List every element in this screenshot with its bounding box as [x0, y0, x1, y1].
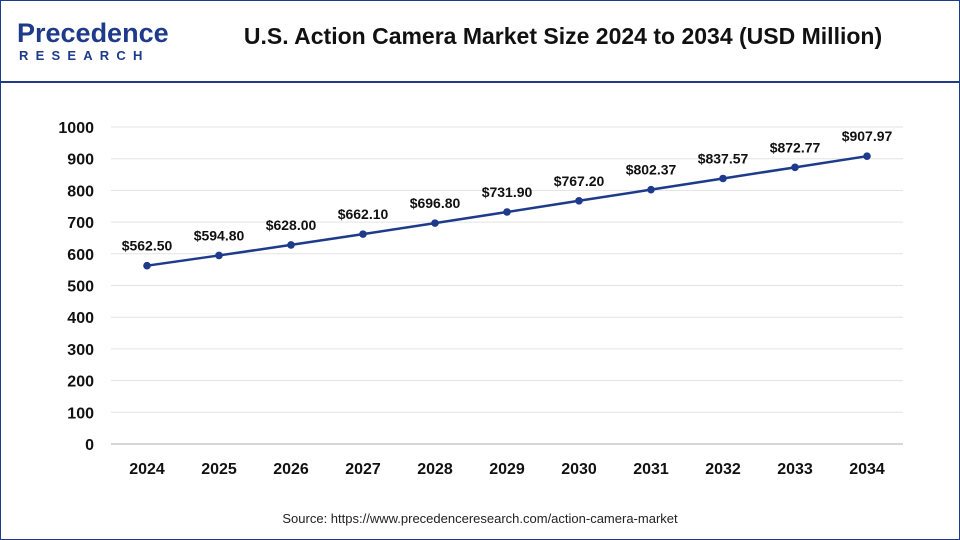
precedence-research-logo: Precedence RESEARCH	[15, 15, 185, 65]
data-point	[287, 241, 295, 249]
data-label: $628.00	[266, 217, 317, 233]
y-tick-label: 300	[67, 342, 94, 359]
data-label: $767.20	[554, 173, 605, 189]
y-tick-label: 500	[67, 279, 94, 296]
data-label: $594.80	[194, 227, 245, 243]
logo-text-line-1: Precedence	[17, 18, 169, 48]
x-tick-label: 2027	[345, 461, 381, 478]
x-tick-label: 2026	[273, 461, 309, 478]
x-tick-label: 2030	[561, 461, 597, 478]
data-label: $731.90	[482, 184, 533, 200]
source-note: Source: https://www.precedenceresearch.c…	[282, 511, 678, 526]
x-axis-tick-labels: 2024 2025 2026 2027 2028 2029 2030 2031 2032 2033…	[129, 461, 885, 478]
y-tick-label: 100	[67, 405, 94, 422]
y-tick-label: 600	[67, 247, 94, 264]
logo-graphic: Precedence RESEARCH	[17, 18, 169, 63]
data-points	[143, 152, 871, 270]
logo-text-line-2: RESEARCH	[19, 48, 150, 63]
data-point	[647, 185, 655, 194]
data-point	[863, 152, 871, 160]
y-tick-label: 0	[85, 437, 94, 454]
data-label: $872.77	[770, 139, 821, 155]
x-tick-label: 2031	[633, 461, 669, 478]
x-tick-label: 2033	[777, 461, 813, 478]
data-point	[503, 208, 511, 216]
data-point	[431, 219, 439, 227]
y-tick-label: 700	[67, 215, 94, 232]
x-tick-label: 2034	[849, 461, 885, 478]
y-axis-tick-labels: 0 100 200 300 400 500 600 700 800 900 1000	[58, 120, 94, 454]
grid-lines	[111, 126, 903, 413]
y-tick-label: 400	[67, 310, 94, 327]
data-labels: $562.50 $594.80 $628.00 $662.10 $696.80 $731.…	[122, 128, 893, 254]
data-label: $662.10	[338, 206, 389, 222]
data-point	[575, 196, 583, 205]
x-tick-label: 2028	[417, 461, 453, 478]
data-point	[215, 251, 223, 260]
data-label: $907.97	[842, 128, 893, 144]
data-label: $696.80	[410, 195, 461, 211]
data-point	[359, 230, 367, 238]
y-tick-label: 1000	[58, 120, 94, 137]
chart-title: U.S. Action Camera Market Size 2024 to 2…	[243, 23, 883, 49]
x-tick-label: 2029	[489, 461, 525, 478]
data-label: $837.57	[698, 150, 749, 166]
data-point	[719, 174, 727, 183]
data-label: $562.50	[122, 238, 173, 254]
x-tick-label: 2024	[129, 461, 165, 478]
x-tick-label: 2032	[705, 461, 741, 478]
data-label: $802.37	[626, 162, 677, 178]
y-tick-label: 900	[67, 152, 94, 169]
data-point	[143, 261, 151, 270]
data-point	[791, 163, 799, 172]
header: Precedence RESEARCH U.S. Action Camera M…	[1, 1, 959, 83]
y-tick-label: 800	[67, 183, 94, 200]
x-tick-label: 2025	[201, 461, 237, 478]
y-tick-label: 200	[67, 374, 94, 391]
